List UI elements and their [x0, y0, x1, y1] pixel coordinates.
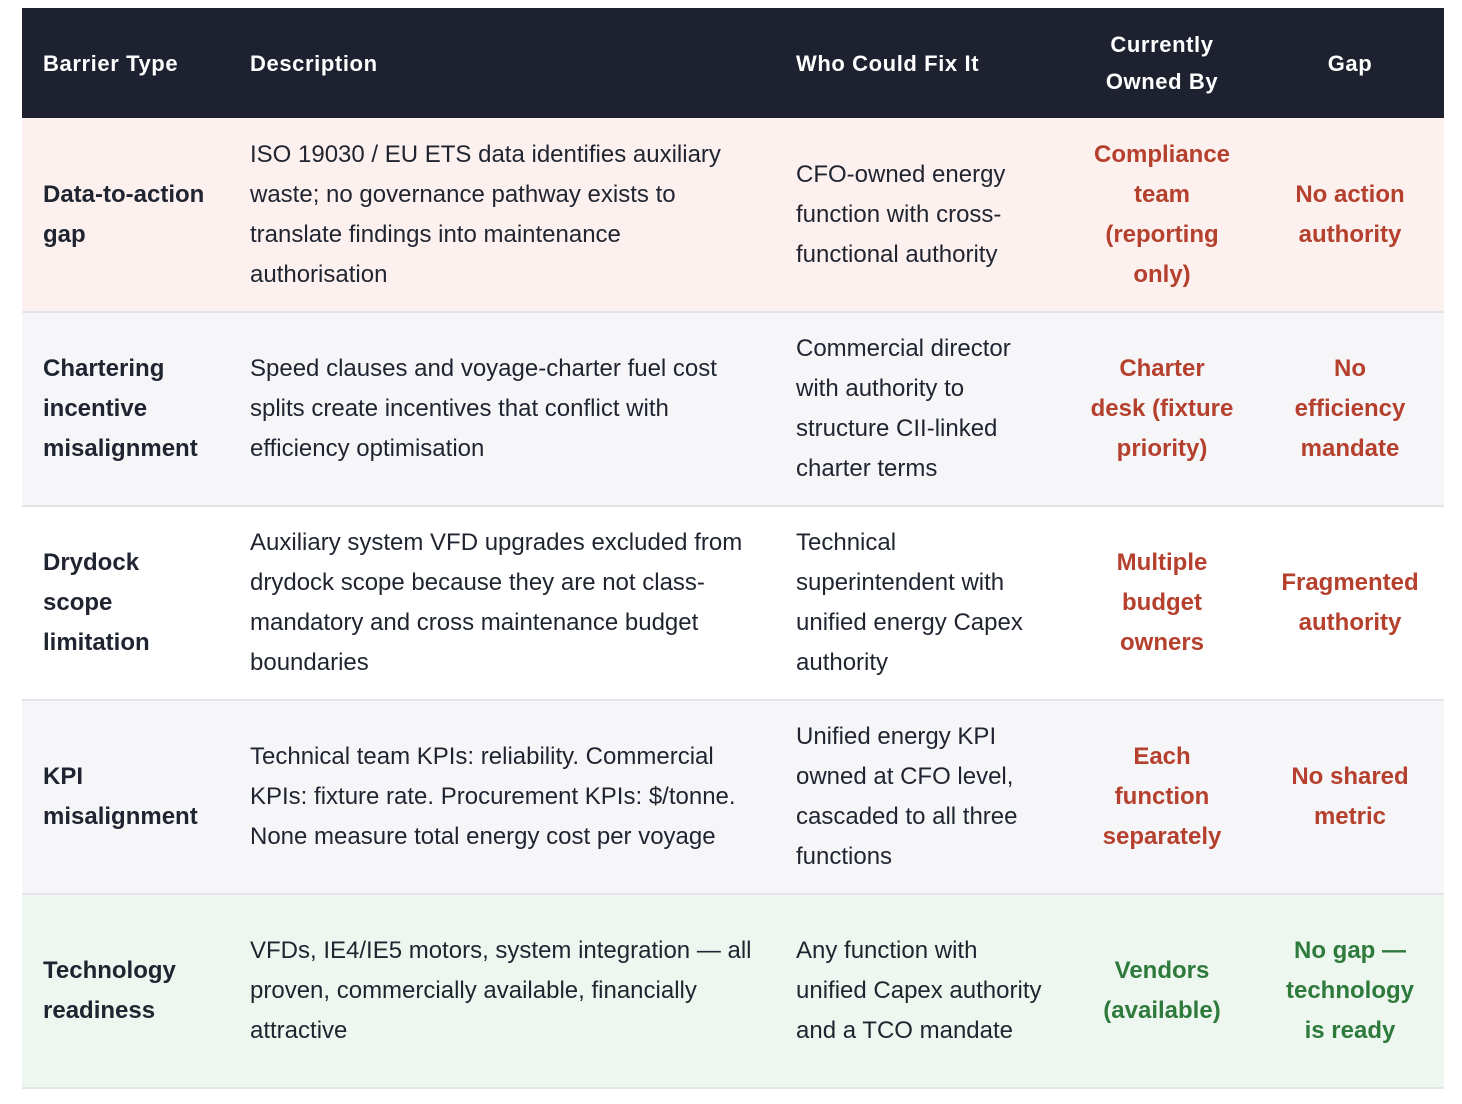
barrier-type-cell: Drydock scope limitation: [22, 506, 229, 701]
barrier-type-cell: Technology readiness: [22, 894, 229, 1089]
table-header-row: Barrier Type Description Who Could Fix I…: [22, 8, 1444, 118]
barrier-type-cell: Data-to-action gap: [22, 118, 229, 313]
header-barrier-type: Barrier Type: [43, 50, 179, 76]
owned-by-cell: Vendors (available): [1068, 894, 1256, 1089]
table-row: Chartering incentive misalignment Speed …: [22, 312, 1444, 507]
description-cell: Auxiliary system VFD upgrades excluded f…: [229, 506, 775, 701]
barrier-table: Barrier Type Description Who Could Fix I…: [22, 8, 1444, 1089]
table-row: Drydock scope limitation Auxiliary syste…: [22, 506, 1444, 701]
who-could-fix-cell: Commercial director with authority to st…: [775, 312, 1068, 507]
who-could-fix-cell: CFO-owned energy function with cross-fun…: [775, 118, 1068, 313]
description-cell: VFDs, IE4/IE5 motors, system integration…: [229, 894, 775, 1089]
table-row: Technology readiness VFDs, IE4/IE5 motor…: [22, 894, 1444, 1089]
owned-by-cell: Charter desk (fixture priority): [1068, 312, 1256, 507]
header-gap: Gap: [1327, 50, 1373, 76]
who-could-fix-cell: Unified energy KPI owned at CFO level, c…: [775, 700, 1068, 895]
description-cell: ISO 19030 / EU ETS data identifies auxil…: [229, 118, 775, 313]
header-who-could-fix: Who Could Fix It: [796, 50, 980, 76]
gap-cell: No efficiency mandate: [1256, 312, 1444, 507]
who-could-fix-cell: Any function with unified Capex authorit…: [775, 894, 1068, 1089]
owned-by-cell: Compliance team (reporting only): [1068, 118, 1256, 313]
header-description: Description: [250, 50, 378, 76]
description-cell: Speed clauses and voyage-charter fuel co…: [229, 312, 775, 507]
table-row: KPI misalignment Technical team KPIs: re…: [22, 700, 1444, 895]
gap-cell: Fragmented authority: [1256, 506, 1444, 701]
gap-cell: No action authority: [1256, 118, 1444, 313]
barrier-type-cell: KPI misalignment: [22, 700, 229, 895]
barrier-table-container: Barrier Type Description Who Could Fix I…: [22, 8, 1444, 1089]
owned-by-cell: Each function separately: [1068, 700, 1256, 895]
table-row: Data-to-action gap ISO 19030 / EU ETS da…: [22, 118, 1444, 313]
owned-by-cell: Multiple budget owners: [1068, 506, 1256, 701]
description-cell: Technical team KPIs: reliability. Commer…: [229, 700, 775, 895]
gap-cell: No shared metric: [1256, 700, 1444, 895]
who-could-fix-cell: Technical superintendent with unified en…: [775, 506, 1068, 701]
header-currently-owned-by: Currently Owned By: [1105, 32, 1219, 94]
gap-cell: No gap — technology is ready: [1256, 894, 1444, 1089]
barrier-type-cell: Chartering incentive misalignment: [22, 312, 229, 507]
